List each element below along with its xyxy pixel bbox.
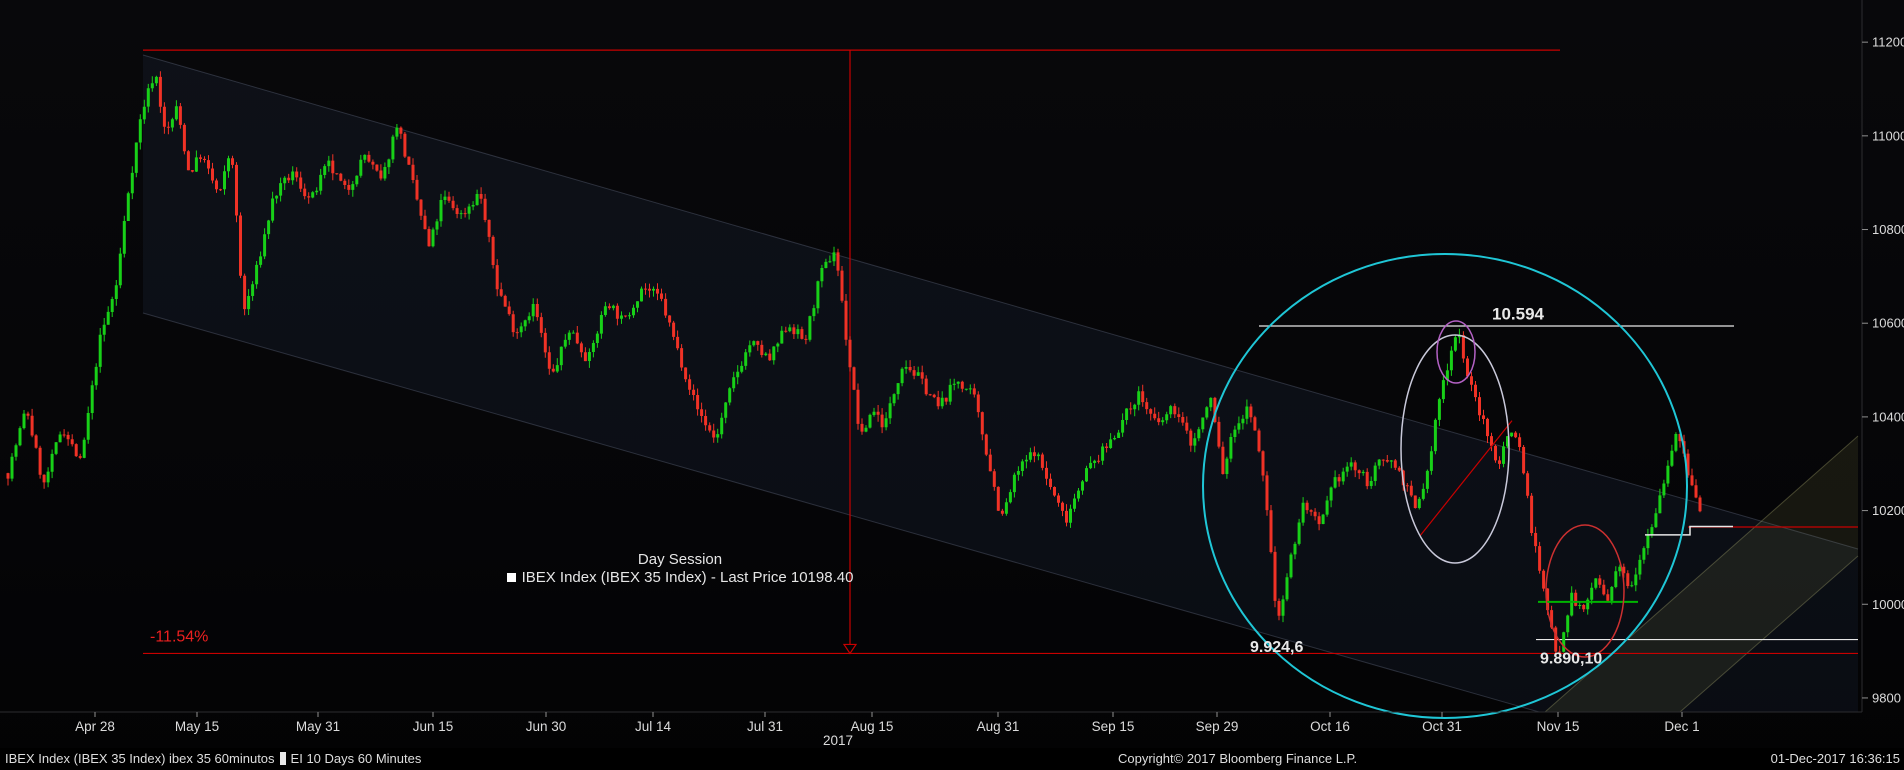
series-swatch-icon bbox=[506, 573, 516, 582]
red-highlight-ellipse bbox=[1545, 524, 1625, 658]
y-axis-label: 9800 bbox=[1872, 690, 1901, 705]
y-axis-label: 10800 bbox=[1872, 222, 1904, 237]
step-level-line bbox=[1645, 525, 1733, 536]
x-axis-label: Apr 28 bbox=[75, 719, 115, 734]
down-trend-channel bbox=[143, 55, 1858, 712]
x-axis-label: Jun 30 bbox=[526, 719, 567, 734]
y-axis-label: 11200 bbox=[1872, 35, 1904, 50]
legend-series-row[interactable]: IBEX Index (IBEX 35 Index) - Last Price … bbox=[480, 569, 880, 587]
x-axis-label: Aug 15 bbox=[851, 719, 894, 734]
down-trend-channel-lower-line bbox=[142, 312, 1540, 713]
level-9924-label: 9.924,6 bbox=[1250, 639, 1303, 656]
command-line[interactable]: IBEX Index (IBEX 35 Index) ibex 35 60min… bbox=[5, 748, 421, 770]
x-axis-year-label: 2017 bbox=[823, 733, 853, 748]
copyright-text: Copyright© 2017 Bloomberg Finance L.P. bbox=[1118, 751, 1358, 766]
x-axis-label: Dec 1 bbox=[1664, 719, 1699, 734]
level-10594-label: 10.594 bbox=[1492, 304, 1545, 323]
status-bar: IBEX Index (IBEX 35 Index) ibex 35 60min… bbox=[0, 748, 1904, 770]
down-trend-channel-upper-line bbox=[142, 54, 1859, 550]
x-axis-label: Jul 31 bbox=[747, 719, 783, 734]
low-9890-label: 9.890,10 bbox=[1540, 650, 1602, 667]
x-axis-label: Oct 16 bbox=[1310, 719, 1350, 734]
legend-series-label: IBEX Index (IBEX 35 Index) - Last Price … bbox=[521, 569, 854, 586]
price-chart-canvas[interactable]: -11.54% 10.594 9.924,6 9.890,10 9800 10000 102… bbox=[0, 0, 1904, 748]
x-axis-label: Nov 15 bbox=[1537, 719, 1580, 734]
y-axis-label: 11000 bbox=[1872, 128, 1904, 143]
x-axis-label: Jun 15 bbox=[413, 719, 454, 734]
legend-session-label: Day Session bbox=[637, 551, 723, 568]
cyan-highlight-ellipse bbox=[1202, 253, 1688, 719]
y-axis-label: 10400 bbox=[1872, 409, 1904, 424]
y-axis-label: 10200 bbox=[1872, 503, 1904, 518]
lavender-highlight-ellipse bbox=[1400, 334, 1510, 564]
down-arrow-icon bbox=[842, 643, 858, 655]
command-text-left: IBEX Index (IBEX 35 Index) ibex 35 60min… bbox=[5, 751, 275, 766]
magenta-highlight-ellipse bbox=[1436, 320, 1476, 384]
x-axis-label: Sep 15 bbox=[1092, 719, 1135, 734]
x-axis-label: Jul 14 bbox=[635, 719, 672, 734]
x-axis-label: Oct 31 bbox=[1422, 719, 1462, 734]
legend: Day Session IBEX Index (IBEX 35 Index) -… bbox=[480, 551, 880, 587]
x-axis-label: Aug 31 bbox=[977, 719, 1020, 734]
x-axis-label: May 31 bbox=[296, 719, 340, 734]
command-text-right: EI 10 Days 60 Minutes bbox=[290, 751, 422, 766]
x-axis-label: May 15 bbox=[175, 719, 219, 734]
broken-trendline bbox=[1419, 420, 1513, 537]
x-axis-label: Sep 29 bbox=[1196, 719, 1239, 734]
text-cursor-icon bbox=[279, 752, 286, 766]
y-axis-label: 10600 bbox=[1872, 316, 1904, 331]
up-trend-channel-lower-line bbox=[1679, 555, 1859, 713]
timestamp-text: 01-Dec-2017 16:36:15 bbox=[1770, 751, 1900, 766]
y-axis-label: 10000 bbox=[1872, 597, 1904, 612]
pct-drop-label: -11.54% bbox=[150, 629, 208, 646]
